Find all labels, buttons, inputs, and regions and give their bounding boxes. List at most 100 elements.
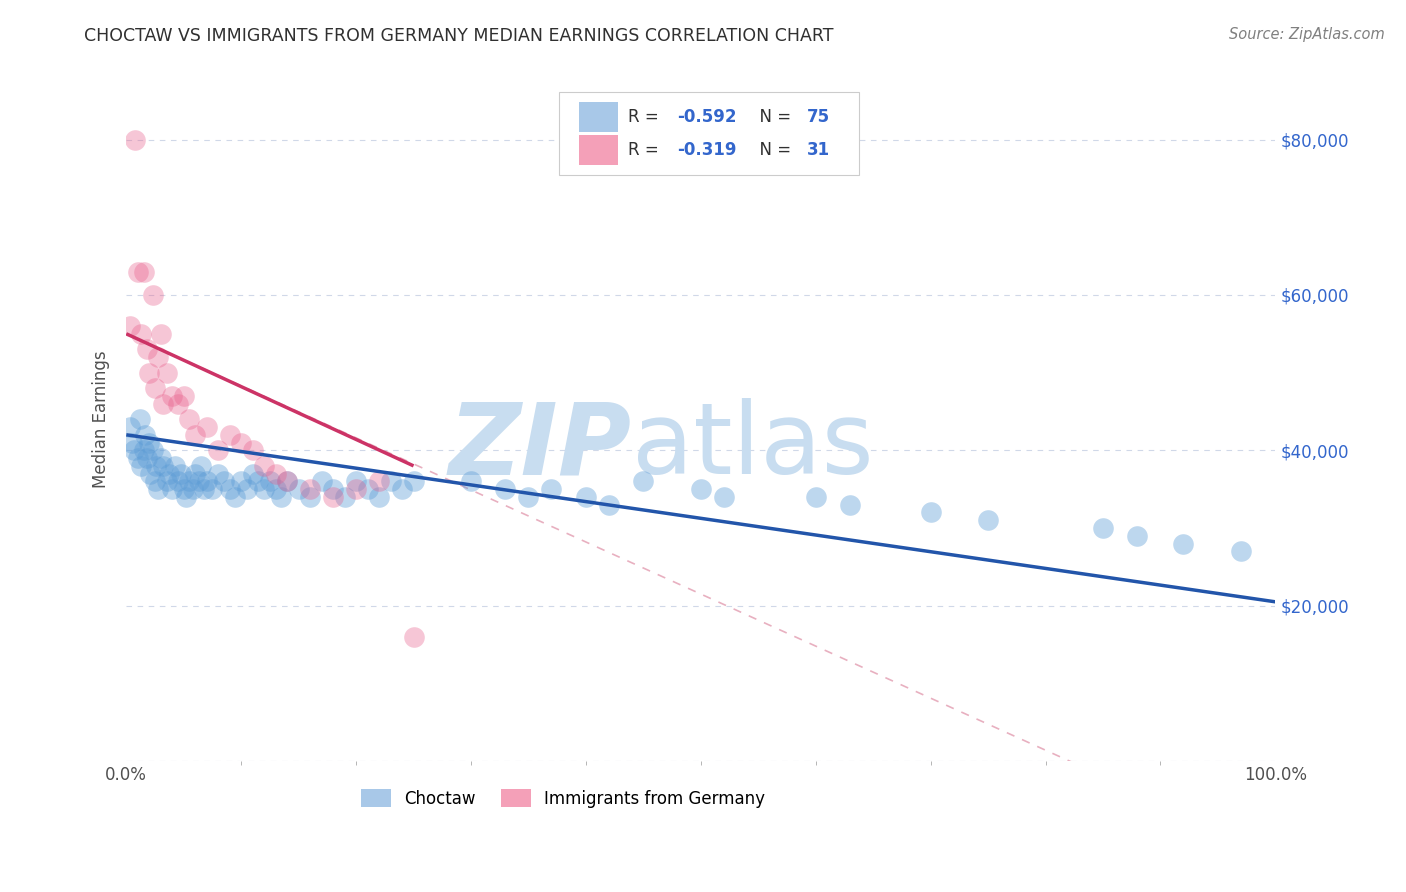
- Point: [174, 490, 197, 504]
- Point: [184, 467, 207, 481]
- Text: -0.319: -0.319: [676, 141, 737, 160]
- Point: [124, 443, 146, 458]
- Point: [380, 475, 402, 489]
- Point: [134, 427, 156, 442]
- Point: [311, 475, 333, 489]
- Point: [242, 443, 264, 458]
- Point: [173, 389, 195, 403]
- Point: [195, 475, 218, 489]
- Point: [920, 506, 942, 520]
- Point: [368, 490, 391, 504]
- Point: [132, 265, 155, 279]
- Point: [264, 467, 287, 481]
- Point: [247, 475, 270, 489]
- Point: [402, 475, 425, 489]
- Point: [142, 288, 165, 302]
- Point: [149, 451, 172, 466]
- Point: [145, 458, 167, 473]
- Point: [333, 490, 356, 504]
- Point: [173, 482, 195, 496]
- Point: [121, 435, 143, 450]
- Text: 31: 31: [807, 141, 830, 160]
- Point: [139, 467, 162, 481]
- Point: [575, 490, 598, 504]
- Point: [344, 475, 367, 489]
- Point: [299, 482, 322, 496]
- Point: [276, 475, 298, 489]
- Text: -0.592: -0.592: [676, 108, 737, 127]
- Text: CHOCTAW VS IMMIGRANTS FROM GERMANY MEDIAN EARNINGS CORRELATION CHART: CHOCTAW VS IMMIGRANTS FROM GERMANY MEDIA…: [84, 27, 834, 45]
- Point: [231, 435, 253, 450]
- Point: [1126, 529, 1149, 543]
- Point: [142, 443, 165, 458]
- Point: [270, 490, 292, 504]
- Point: [179, 412, 201, 426]
- Point: [118, 420, 141, 434]
- Point: [633, 475, 655, 489]
- Point: [224, 490, 246, 504]
- Point: [713, 490, 735, 504]
- Point: [299, 490, 322, 504]
- Point: [598, 498, 620, 512]
- FancyBboxPatch shape: [579, 103, 619, 132]
- Point: [689, 482, 711, 496]
- Point: [391, 482, 413, 496]
- Point: [167, 475, 190, 489]
- Point: [184, 427, 207, 442]
- Point: [212, 475, 235, 489]
- Point: [207, 467, 229, 481]
- Point: [287, 482, 309, 496]
- Point: [201, 482, 224, 496]
- Point: [163, 458, 186, 473]
- Point: [368, 475, 391, 489]
- Point: [231, 475, 253, 489]
- Text: N =: N =: [749, 108, 796, 127]
- Point: [152, 458, 174, 473]
- Point: [157, 467, 180, 481]
- Text: N =: N =: [749, 141, 796, 160]
- Point: [193, 482, 215, 496]
- Point: [190, 458, 212, 473]
- Point: [804, 490, 827, 504]
- Point: [253, 458, 276, 473]
- Point: [236, 482, 259, 496]
- Point: [118, 319, 141, 334]
- Point: [136, 451, 159, 466]
- Point: [162, 389, 184, 403]
- Point: [322, 482, 344, 496]
- Point: [977, 513, 1000, 527]
- Point: [143, 381, 166, 395]
- Point: [242, 467, 264, 481]
- Point: [143, 475, 166, 489]
- Text: Source: ZipAtlas.com: Source: ZipAtlas.com: [1229, 27, 1385, 42]
- Point: [517, 490, 540, 504]
- Point: [1173, 536, 1195, 550]
- Point: [264, 482, 287, 496]
- Point: [152, 397, 174, 411]
- Point: [218, 427, 240, 442]
- FancyBboxPatch shape: [579, 136, 619, 165]
- Point: [181, 482, 204, 496]
- Point: [195, 420, 218, 434]
- Y-axis label: Median Earnings: Median Earnings: [93, 351, 110, 488]
- Point: [1230, 544, 1253, 558]
- Point: [259, 475, 281, 489]
- Point: [218, 482, 240, 496]
- Point: [149, 326, 172, 341]
- Point: [167, 397, 190, 411]
- Point: [495, 482, 517, 496]
- Point: [127, 265, 149, 279]
- Point: [132, 443, 155, 458]
- Point: [124, 132, 146, 146]
- Point: [207, 443, 229, 458]
- Text: atlas: atlas: [631, 398, 873, 495]
- Point: [129, 412, 152, 426]
- Point: [460, 475, 482, 489]
- Point: [138, 366, 160, 380]
- Point: [253, 482, 276, 496]
- Point: [136, 343, 159, 357]
- Point: [402, 630, 425, 644]
- Point: [148, 482, 170, 496]
- Text: 75: 75: [807, 108, 830, 127]
- Point: [322, 490, 344, 504]
